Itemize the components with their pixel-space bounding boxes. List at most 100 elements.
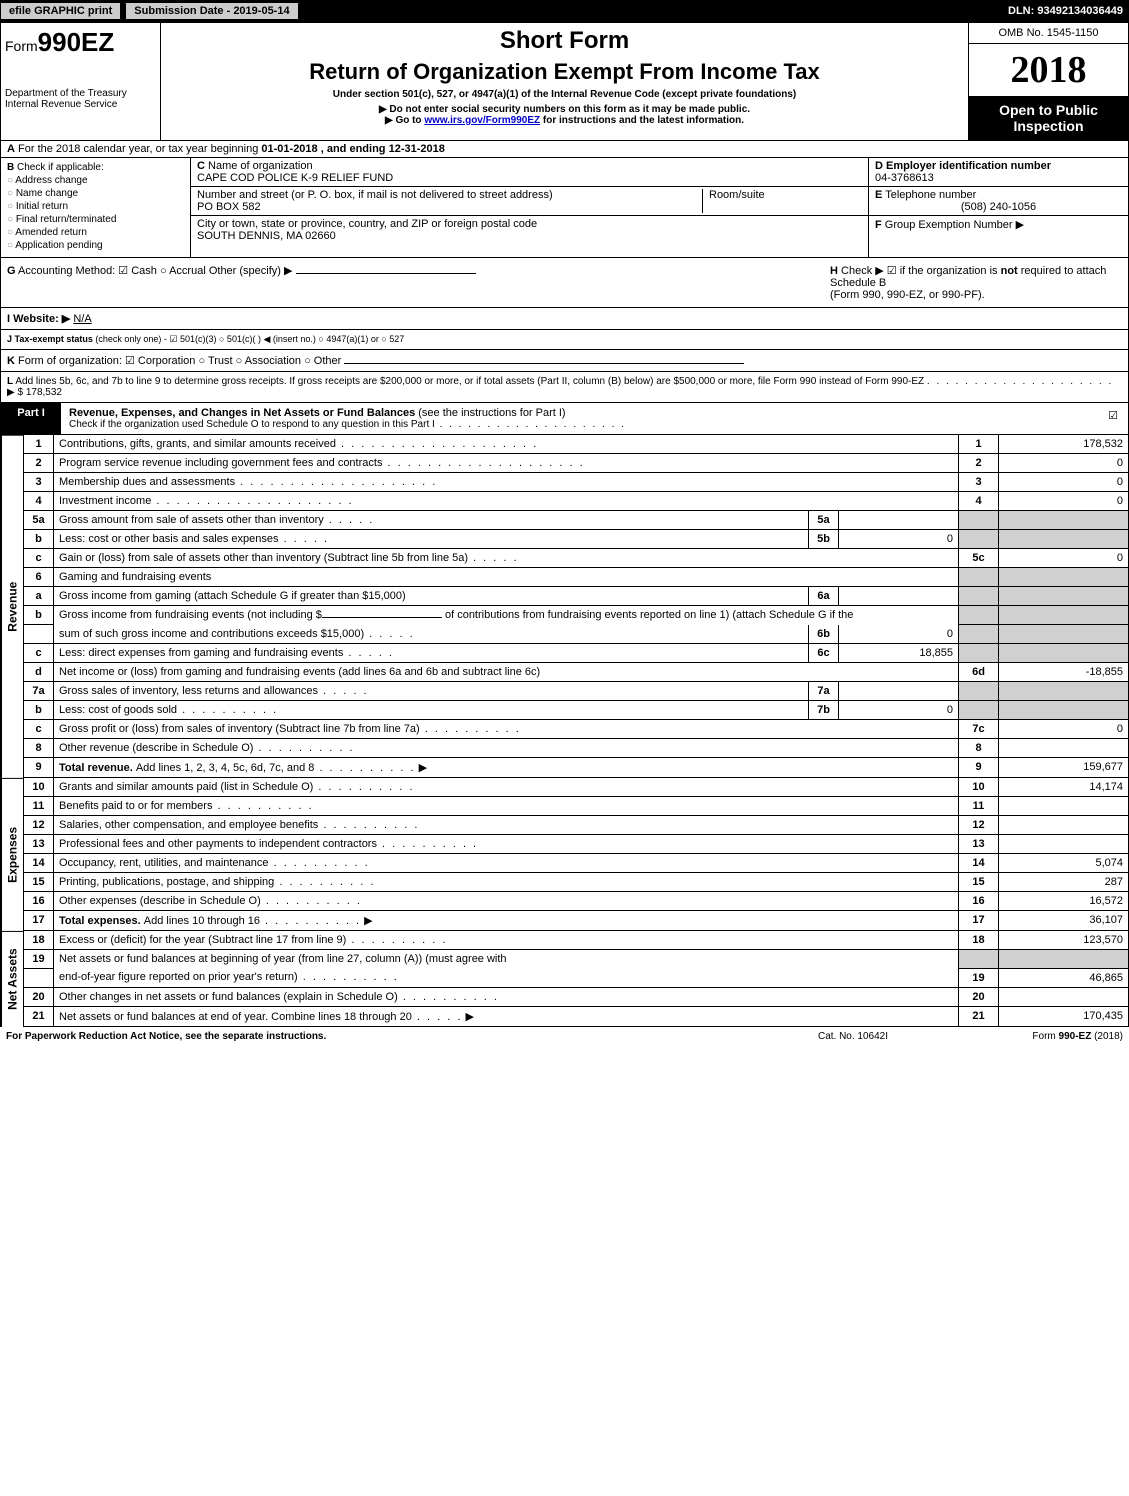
sub-num: 7b — [809, 700, 839, 719]
chk-name-change[interactable]: Name change — [7, 188, 184, 199]
line-num: 13 — [24, 834, 54, 853]
dots — [279, 533, 330, 545]
line-4: 4Investment income40 — [24, 492, 1129, 511]
part-i-sub: Check if the organization used Schedule … — [69, 419, 435, 430]
line-desc: Gaming and fundraising events — [59, 571, 211, 583]
footer-form: Form 990-EZ (2018) — [943, 1031, 1123, 1042]
row-l-gross-receipts: L Add lines 5b, 6c, and 7b to line 9 to … — [0, 372, 1129, 403]
chk-address-change[interactable]: Address change — [7, 175, 184, 186]
box-val: 5,074 — [999, 853, 1129, 872]
topbar: efile GRAPHIC print Submission Date - 20… — [0, 0, 1129, 22]
box-num: 20 — [959, 987, 999, 1006]
box-val — [999, 796, 1129, 815]
line-desc-bold: Total expenses. — [59, 915, 144, 927]
label-f: F — [875, 219, 882, 231]
line-num: b — [24, 606, 54, 625]
line-9: 9Total revenue. Add lines 1, 2, 3, 4, 5c… — [24, 757, 1129, 777]
line-13: 13Professional fees and other payments t… — [24, 834, 1129, 853]
room-suite-label: Room/suite — [709, 189, 765, 201]
line-6d: dNet income or (loss) from gaming and fu… — [24, 662, 1129, 681]
line-num: 20 — [24, 987, 54, 1006]
opt-accrual[interactable]: Accrual — [169, 265, 206, 277]
dept-treasury: Department of the Treasury — [5, 88, 156, 99]
line-num: 17 — [24, 910, 54, 930]
line-desc: Net assets or fund balances at end of ye… — [59, 1011, 412, 1023]
box-shade — [959, 681, 999, 700]
chk-amended-return[interactable]: Amended return — [7, 227, 184, 238]
line-desc2: Add lines 1, 2, 3, 4, 5c, 6d, 7c, and 8 — [136, 762, 315, 774]
box-val: 0 — [999, 454, 1129, 473]
tax-year-begin: 01-01-2018 — [261, 143, 317, 155]
box-num: 7c — [959, 719, 999, 738]
omb-number: OMB No. 1545-1150 — [969, 23, 1128, 44]
triangle-icon: ▶ — [7, 387, 15, 398]
line-num: 2 — [24, 454, 54, 473]
line-desc: Program service revenue including govern… — [59, 457, 382, 469]
line-18: 18Excess or (deficit) for the year (Subt… — [24, 930, 1129, 949]
box-shade — [959, 625, 999, 644]
box-val — [999, 987, 1129, 1006]
box-shade — [999, 643, 1129, 662]
box-shade — [999, 587, 1129, 606]
line-desc2: end-of-year figure reported on prior yea… — [59, 971, 298, 983]
part-i-suffix: (see the instructions for Part I) — [418, 407, 565, 419]
line-15: 15Printing, publications, postage, and s… — [24, 872, 1129, 891]
triangle-icon: ▶ — [1016, 219, 1024, 231]
box-num: 15 — [959, 872, 999, 891]
box-val: 0 — [999, 473, 1129, 492]
sub-val — [839, 681, 959, 700]
line-5b: bLess: cost or other basis and sales exp… — [24, 530, 1129, 549]
goto-link[interactable]: www.irs.gov/Form990EZ — [424, 115, 540, 126]
sub-val: 18,855 — [839, 643, 959, 662]
line-desc: Salaries, other compensation, and employ… — [59, 819, 318, 831]
dots — [235, 476, 437, 488]
form-of-org-options: Form of organization: ☑ Corporation ○ Tr… — [18, 355, 341, 367]
h-text3: (Form 990, 990-EZ, or 990-PF). — [830, 289, 985, 301]
dots — [336, 438, 538, 450]
line-desc: Gross income from fundraising events (no… — [59, 609, 322, 621]
row-j-tax-exempt: J Tax-exempt status (check only one) - ☑… — [0, 330, 1129, 350]
sub-val: 0 — [839, 625, 959, 644]
line-7c: cGross profit or (loss) from sales of in… — [24, 719, 1129, 738]
line-num: 15 — [24, 872, 54, 891]
h-check: Check ▶ — [841, 265, 884, 277]
side-net-assets: Net Assets — [1, 931, 23, 1027]
label-c: C — [197, 160, 205, 172]
box-num: 10 — [959, 777, 999, 796]
line-desc: Gross amount from sale of assets other t… — [59, 514, 324, 526]
line-num: c — [24, 549, 54, 568]
box-shade — [999, 681, 1129, 700]
dots — [177, 704, 278, 716]
line-14: 14Occupancy, rent, utilities, and mainte… — [24, 853, 1129, 872]
dots — [377, 838, 478, 850]
line-20: 20 Other changes in net assets or fund ba… — [24, 987, 1129, 1006]
form-header: Form990EZ Department of the Treasury Int… — [0, 22, 1129, 141]
opt-other[interactable]: Other (specify) ▶ — [209, 265, 293, 277]
box-shade — [999, 700, 1129, 719]
telephone-label: Telephone number — [885, 189, 976, 201]
row-a: A For the 2018 calendar year, or tax yea… — [0, 141, 1129, 158]
box-val: 170,435 — [999, 1006, 1129, 1026]
line-num: 1 — [24, 435, 54, 454]
sub-num: 5a — [809, 511, 839, 530]
box-shade — [959, 530, 999, 549]
chk-initial-return[interactable]: Initial return — [7, 201, 184, 212]
chk-final-return[interactable]: Final return/terminated — [7, 214, 184, 225]
box-val: 36,107 — [999, 910, 1129, 930]
line-desc: Less: cost or other basis and sales expe… — [59, 533, 279, 545]
opt-cash[interactable]: Cash — [131, 265, 157, 277]
line-desc: Other changes in net assets or fund bala… — [59, 991, 398, 1003]
line-17: 17Total expenses. Add lines 10 through 1… — [24, 910, 1129, 930]
sub-num: 7a — [809, 681, 839, 700]
line-num: c — [24, 643, 54, 662]
dots — [468, 552, 519, 564]
chk-application-pending[interactable]: Application pending — [7, 240, 184, 251]
dots — [269, 857, 370, 869]
part-i-title: Revenue, Expenses, and Changes in Net As… — [69, 407, 415, 419]
dots — [253, 742, 354, 754]
other-specify-line[interactable] — [296, 273, 476, 274]
part-i-checkbox[interactable]: ☑ — [1098, 403, 1128, 434]
dots — [343, 647, 394, 659]
sub-num: 5b — [809, 530, 839, 549]
efile-print-button[interactable]: efile GRAPHIC print — [0, 2, 121, 20]
